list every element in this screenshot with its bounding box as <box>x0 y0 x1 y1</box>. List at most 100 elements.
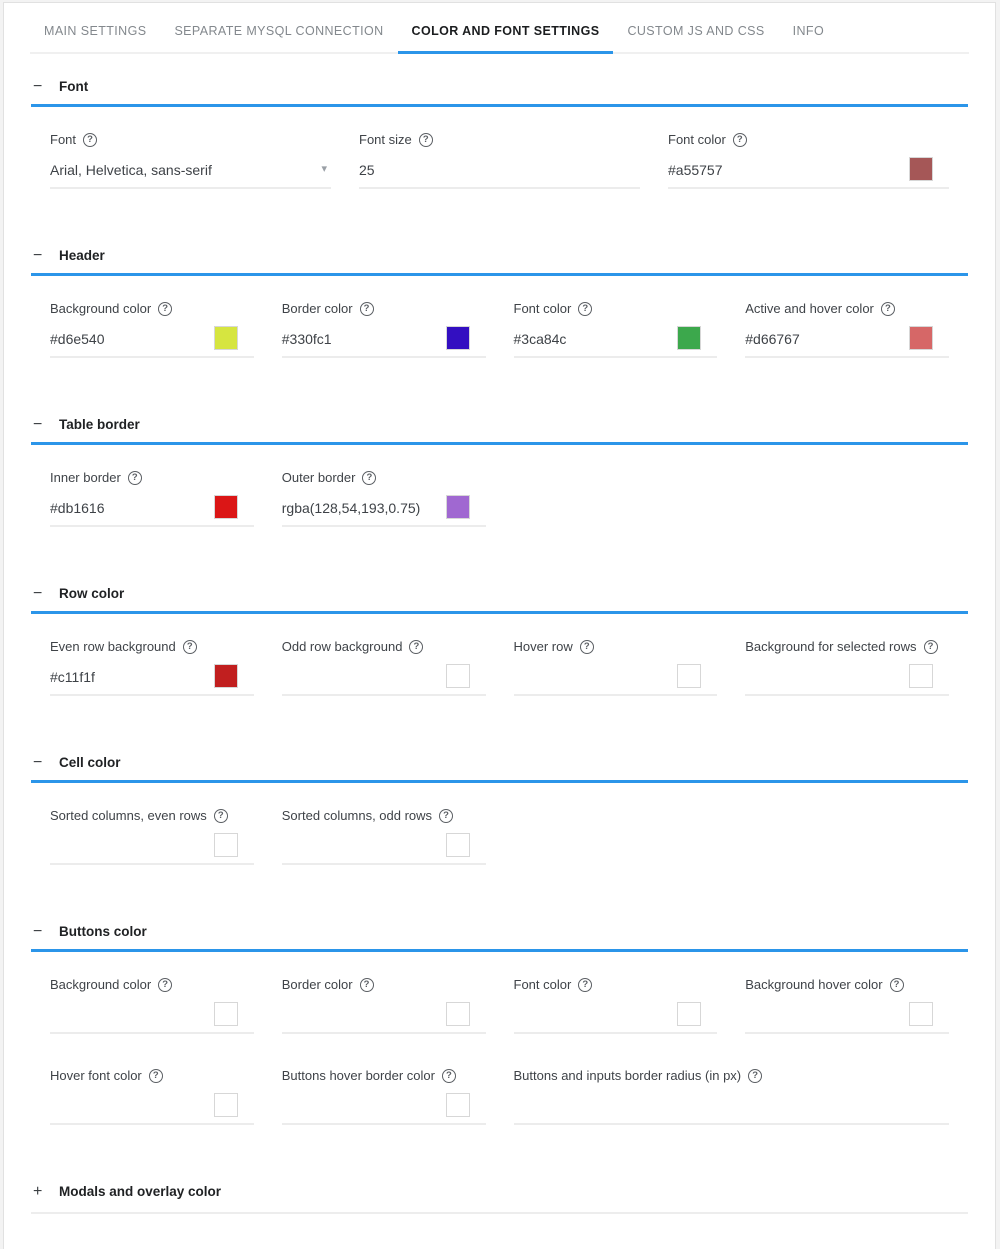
help-icon[interactable]: ? <box>889 978 904 992</box>
help-icon[interactable]: ? <box>148 1069 163 1083</box>
field-value: #3ca84c <box>513 331 567 347</box>
border-radius-input[interactable] <box>513 1084 949 1125</box>
section-cell-color-header[interactable]: − Cell color <box>31 696 968 783</box>
field-label: Odd row background <box>281 639 403 654</box>
hover-font-color-input[interactable] <box>50 1084 254 1125</box>
sorted-odd-rows-input[interactable] <box>281 824 486 865</box>
font-select[interactable]: Arial, Helvetica, sans-serif ▾ <box>50 148 331 189</box>
help-icon[interactable]: ? <box>182 640 197 654</box>
color-swatch[interactable] <box>677 326 702 350</box>
help-icon[interactable]: ? <box>578 302 593 316</box>
buttons-border-color-input[interactable] <box>281 993 486 1034</box>
color-swatch[interactable] <box>445 495 470 519</box>
help-icon[interactable]: ? <box>158 302 173 316</box>
color-swatch[interactable] <box>677 664 702 688</box>
field-label: Inner border <box>50 470 121 485</box>
help-icon[interactable]: ? <box>213 809 228 823</box>
color-swatch[interactable] <box>445 833 470 857</box>
help-icon[interactable]: ? <box>158 978 173 992</box>
field-value: #db1616 <box>50 500 105 516</box>
color-swatch[interactable] <box>909 157 933 181</box>
odd-row-background-input[interactable] <box>281 655 486 696</box>
header-background-color-input[interactable]: #d6e540 <box>50 317 254 358</box>
color-swatch[interactable] <box>445 326 470 350</box>
tab-info[interactable]: INFO <box>792 24 825 38</box>
help-icon[interactable]: ? <box>409 640 424 654</box>
tab-main-settings[interactable]: MAIN SETTINGS <box>44 24 147 38</box>
inner-border-input[interactable]: #db1616 <box>50 486 254 527</box>
chevron-down-icon: ▾ <box>321 163 327 175</box>
color-swatch[interactable] <box>213 664 238 688</box>
buttons-background-hover-color-input[interactable] <box>745 993 949 1034</box>
help-icon[interactable]: ? <box>362 471 377 485</box>
header-border-color-input[interactable]: #330fc1 <box>281 317 486 358</box>
collapse-icon[interactable]: − <box>33 753 43 771</box>
color-swatch[interactable] <box>445 1002 470 1026</box>
sorted-even-rows-input[interactable] <box>50 824 254 865</box>
field-label: Active and hover color <box>745 301 874 316</box>
color-swatch[interactable] <box>677 1002 702 1026</box>
collapse-icon[interactable]: − <box>33 584 43 602</box>
section-buttons-color-header[interactable]: − Buttons color <box>31 865 968 952</box>
collapse-icon[interactable]: − <box>33 415 43 433</box>
outer-border-input[interactable]: rgba(128,54,193,0.75) <box>281 486 486 527</box>
help-icon[interactable]: ? <box>441 1069 456 1083</box>
buttons-font-color-input[interactable] <box>513 993 718 1034</box>
tab-custom-js-and-css[interactable]: CUSTOM JS AND CSS <box>627 24 765 38</box>
help-icon[interactable]: ? <box>748 1069 763 1083</box>
collapse-icon[interactable]: − <box>33 922 43 940</box>
color-swatch[interactable] <box>445 664 470 688</box>
help-icon[interactable]: ? <box>418 133 433 147</box>
section-table-border: − Table border Inner border ? #db1616 <box>31 358 968 527</box>
field-label: Buttons hover border color <box>281 1068 435 1083</box>
section-row-color-header[interactable]: − Row color <box>31 527 968 614</box>
color-swatch[interactable] <box>213 1002 238 1026</box>
help-icon[interactable]: ? <box>732 133 747 147</box>
even-row-background-input[interactable]: #c11f1f <box>50 655 254 696</box>
help-icon[interactable]: ? <box>359 302 374 316</box>
help-icon[interactable]: ? <box>578 978 593 992</box>
font-color-input[interactable]: #a55757 <box>668 148 949 189</box>
field-value: #d66767 <box>745 331 800 347</box>
color-swatch[interactable] <box>445 1093 470 1117</box>
collapse-icon[interactable]: − <box>33 77 43 95</box>
section-modals-overlay-color-header[interactable]: + Modals and overlay color <box>31 1125 968 1214</box>
field-buttons-background-hover-color: Background hover color ? <box>745 976 949 1034</box>
collapse-icon[interactable]: − <box>33 246 43 264</box>
field-header-border-color: Border color ? #330fc1 <box>281 300 486 358</box>
color-swatch[interactable] <box>213 1093 238 1117</box>
section-header-colors-header[interactable]: − Header <box>31 189 968 276</box>
section-table-border-header[interactable]: − Table border <box>31 358 968 445</box>
field-sorted-even-rows: Sorted columns, even rows ? <box>50 807 254 865</box>
section-title: Buttons color <box>59 924 147 939</box>
buttons-hover-border-color-input[interactable] <box>281 1084 486 1125</box>
hover-row-input[interactable] <box>513 655 718 696</box>
help-icon[interactable]: ? <box>579 640 594 654</box>
help-icon[interactable]: ? <box>439 809 454 823</box>
field-selected-rows-background: Background for selected rows ? <box>745 638 949 696</box>
header-font-color-input[interactable]: #3ca84c <box>513 317 718 358</box>
help-icon[interactable]: ? <box>83 133 98 147</box>
tab-separate-mysql-connection[interactable]: SEPARATE MYSQL CONNECTION <box>174 24 384 38</box>
buttons-background-color-input[interactable] <box>50 993 254 1034</box>
section-font-header[interactable]: − Font <box>31 54 968 107</box>
section-header-colors: − Header Background color ? #d6e540 <box>31 189 968 358</box>
help-icon[interactable]: ? <box>880 302 895 316</box>
color-swatch[interactable] <box>213 833 238 857</box>
tab-color-and-font-settings[interactable]: COLOR AND FONT SETTINGS <box>397 3 614 54</box>
color-swatch[interactable] <box>213 495 238 519</box>
color-swatch[interactable] <box>213 326 238 350</box>
font-size-input[interactable]: 25 <box>359 148 640 189</box>
help-icon[interactable]: ? <box>359 978 374 992</box>
header-active-hover-color-input[interactable]: #d66767 <box>745 317 949 358</box>
section-title: Cell color <box>59 755 121 770</box>
color-swatch[interactable] <box>909 326 933 350</box>
expand-icon[interactable]: + <box>33 1182 43 1200</box>
help-icon[interactable]: ? <box>923 640 938 654</box>
field-value: 25 <box>359 162 375 178</box>
settings-content: − Font Font ? Arial, Helvetica, sans-ser… <box>4 54 995 1214</box>
help-icon[interactable]: ? <box>127 471 142 485</box>
color-swatch[interactable] <box>909 664 933 688</box>
color-swatch[interactable] <box>909 1002 933 1026</box>
selected-rows-background-input[interactable] <box>745 655 949 696</box>
